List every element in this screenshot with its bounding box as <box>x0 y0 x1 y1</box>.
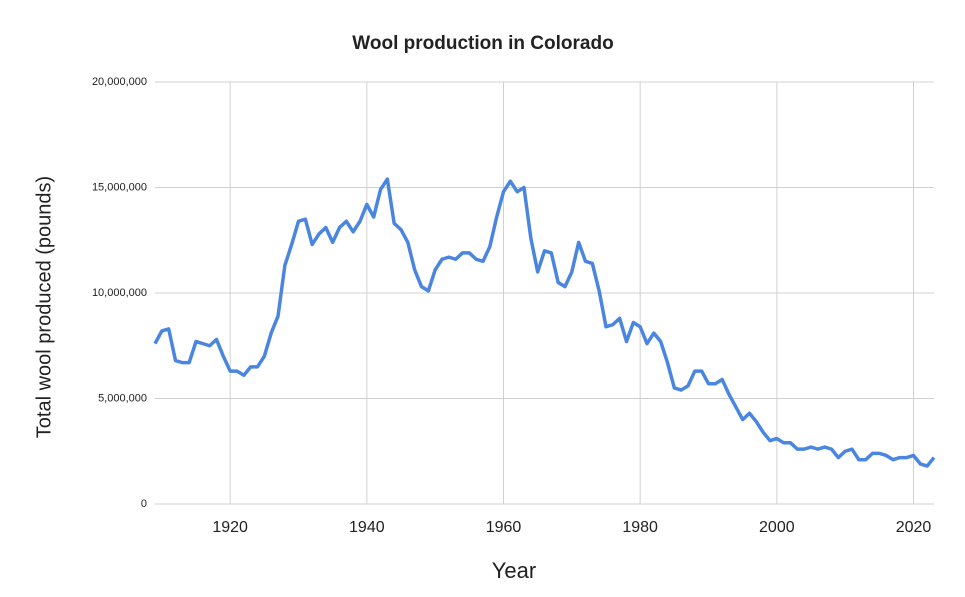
chart-title: Wool production in Colorado <box>352 33 613 54</box>
y-axis-title: Total wool produced (pounds) <box>33 176 55 438</box>
x-tick-label: 1920 <box>212 519 248 536</box>
x-tick-label: 1940 <box>349 519 385 536</box>
x-tick-label: 2020 <box>896 519 932 536</box>
y-tick-label: 10,000,000 <box>92 287 147 299</box>
x-tick-label: 1960 <box>486 519 522 536</box>
x-axis-title: Year <box>492 558 536 583</box>
y-tick-label: 5,000,000 <box>98 392 147 404</box>
y-tick-label: 15,000,000 <box>92 181 147 193</box>
x-tick-label: 1980 <box>622 519 658 536</box>
y-tick-label: 20,000,000 <box>92 76 147 88</box>
y-tick-label: 0 <box>141 498 147 510</box>
x-tick-label: 2000 <box>759 519 795 536</box>
data-line <box>153 177 936 468</box>
